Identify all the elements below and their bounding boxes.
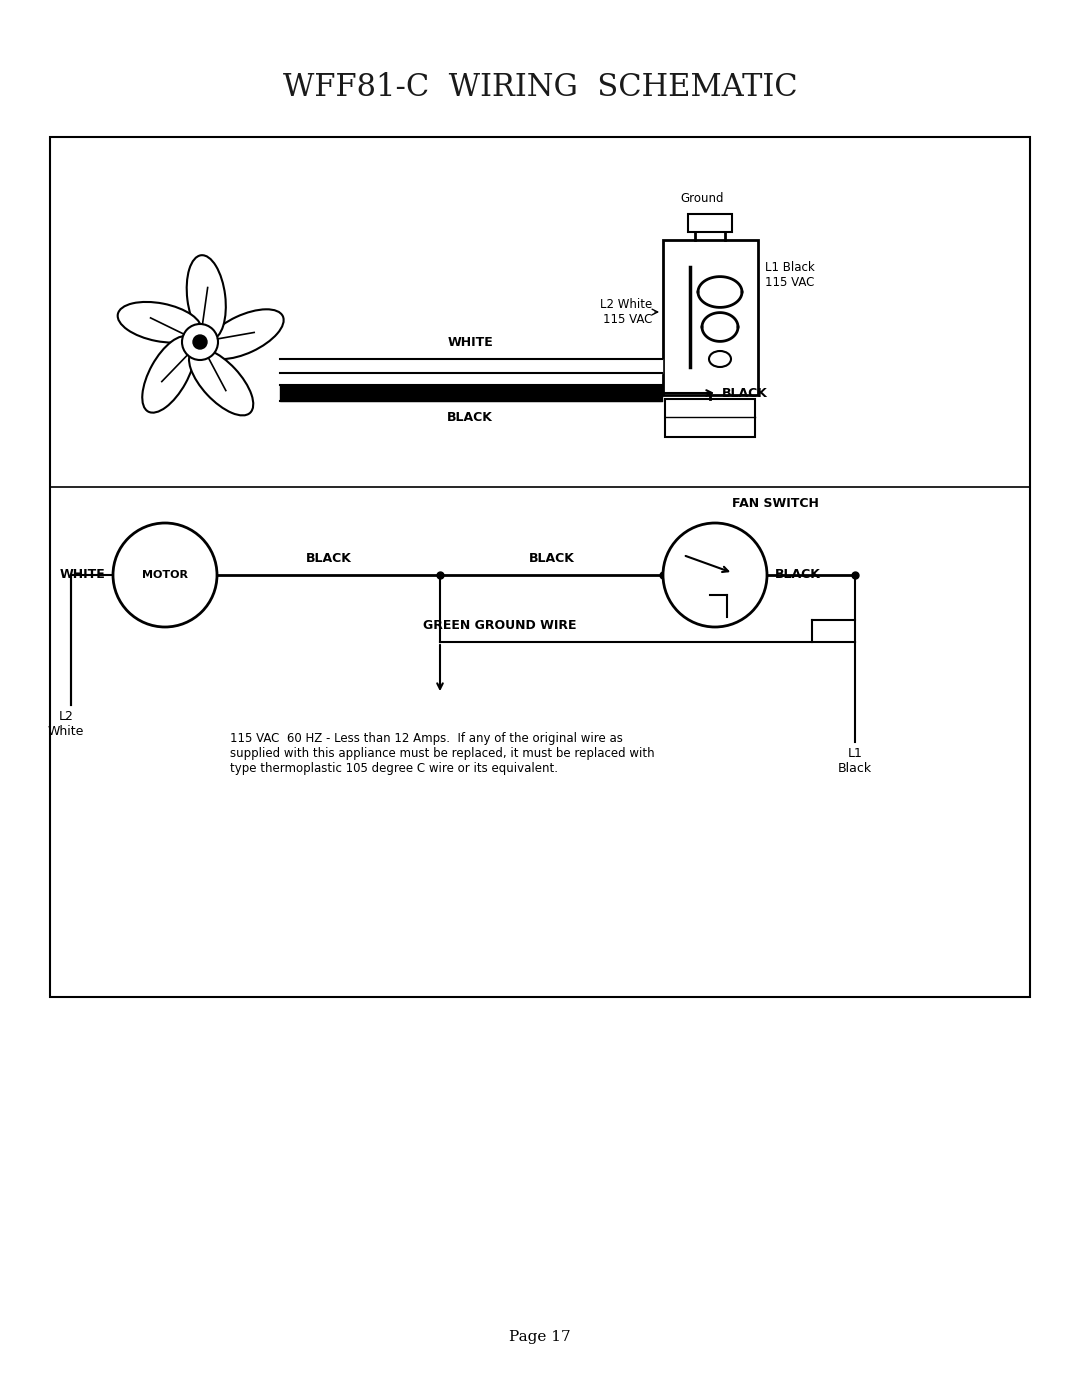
Bar (688, 214, 732, 232)
Ellipse shape (708, 351, 731, 367)
Circle shape (183, 324, 218, 360)
Text: BLACK: BLACK (306, 552, 351, 564)
Text: L2 White
115 VAC: L2 White 115 VAC (599, 298, 652, 326)
Text: BLACK: BLACK (723, 387, 768, 400)
Text: GREEN GROUND WIRE: GREEN GROUND WIRE (423, 619, 577, 631)
Circle shape (113, 522, 217, 627)
Text: L1
Black: L1 Black (838, 747, 872, 775)
Text: FAN SWITCH: FAN SWITCH (731, 497, 819, 510)
Text: WFF81-C  WIRING  SCHEMATIC: WFF81-C WIRING SCHEMATIC (283, 71, 797, 102)
Text: BLACK: BLACK (775, 569, 821, 581)
Text: BLACK: BLACK (528, 552, 575, 564)
Text: L2
White: L2 White (48, 710, 84, 738)
Text: L1 Black
115 VAC: L1 Black 115 VAC (765, 261, 814, 289)
Bar (662, 239, 757, 394)
Bar (50, 137, 1030, 997)
Text: BLACK: BLACK (447, 411, 492, 425)
Ellipse shape (189, 348, 254, 415)
Ellipse shape (143, 337, 195, 412)
Text: Ground: Ground (680, 191, 724, 204)
Circle shape (193, 335, 207, 349)
Text: WHITE: WHITE (59, 569, 105, 581)
Ellipse shape (118, 302, 202, 342)
Text: 115 VAC  60 HZ - Less than 12 Amps.  If any of the original wire as
supplied wit: 115 VAC 60 HZ - Less than 12 Amps. If an… (230, 732, 654, 775)
Text: MOTOR: MOTOR (141, 570, 188, 580)
Bar (665, 398, 755, 436)
Text: WHITE: WHITE (447, 337, 492, 349)
Circle shape (663, 522, 767, 627)
Text: Page 17: Page 17 (509, 1330, 571, 1344)
Ellipse shape (205, 309, 284, 359)
Ellipse shape (187, 256, 226, 339)
